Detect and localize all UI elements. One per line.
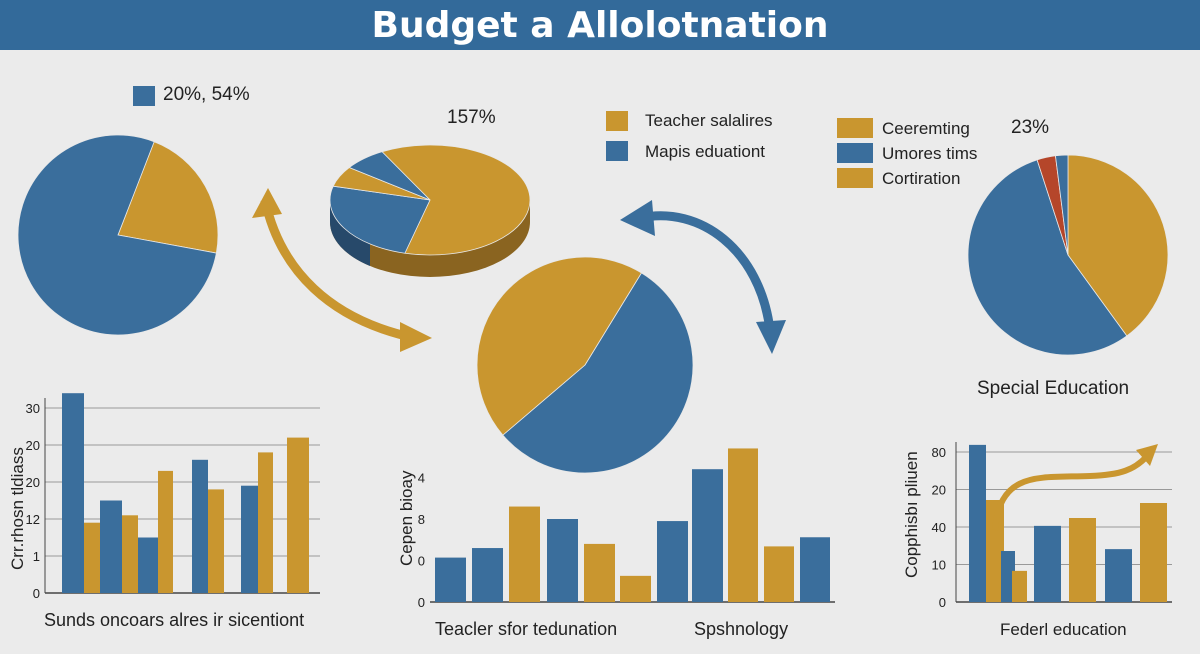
- bar-left-bar: [84, 522, 100, 593]
- bar-left-bar: [62, 393, 84, 593]
- bar-mid-bar: [620, 575, 651, 602]
- curved-arrow: [639, 211, 775, 331]
- pie-3d-mid-slice: [381, 144, 531, 256]
- bar-mid-tick-label: 0: [418, 595, 425, 610]
- legend-swatch: [133, 86, 155, 106]
- bar-left-tick-label: 12: [26, 512, 40, 527]
- bar-mid-bar: [692, 469, 723, 602]
- bar-mid-bar: [728, 448, 758, 602]
- bar-right-bar: [969, 444, 986, 602]
- bar-left-bar: [100, 500, 122, 593]
- bar-mid-bar: [547, 519, 578, 602]
- bar-mid-xlabel: Spshnology: [694, 619, 789, 639]
- pie-right-slice: [967, 159, 1128, 356]
- bar-left-bar: [158, 470, 173, 593]
- bar-left-bar: [241, 485, 258, 593]
- legend-swatch: [606, 141, 628, 161]
- bar-mid-bar: [584, 543, 615, 602]
- bar-right-tick-label: 20: [932, 483, 946, 498]
- bar-right-tick-label: 40: [932, 520, 946, 535]
- pie-3d-mid-slice: [348, 151, 431, 201]
- bar-left-tick-label: 0: [33, 586, 40, 601]
- arrow-head-icon: [400, 322, 432, 352]
- legend-swatch: [606, 111, 628, 131]
- header-banner: Budget a Allolotnation: [0, 0, 1200, 50]
- annotation-top-mid: 157%: [447, 107, 496, 128]
- bar-right-tick-label: 80: [932, 445, 946, 460]
- bar-left-bar: [122, 515, 138, 593]
- pie-right-slice: [1067, 154, 1169, 337]
- bar-left-tick-label: 30: [26, 401, 40, 416]
- legend-label: Cortiration: [882, 169, 961, 188]
- bar-mid-bar: [509, 506, 540, 602]
- bar-right-tick-label: 0: [939, 595, 946, 610]
- bar-mid-tick-label: 8: [418, 512, 425, 527]
- bar-left-xlabel: Sunds oncoars alres ir sicentiont: [44, 610, 305, 630]
- legend-label: Teacher salalires: [645, 111, 773, 130]
- bar-mid-bar: [657, 521, 688, 602]
- bar-left-bar: [192, 459, 208, 593]
- bar-mid-bar: [800, 537, 830, 602]
- bar-mid-bar: [472, 548, 503, 602]
- pie-center-slice: [502, 272, 694, 474]
- bar-left-bar: [208, 489, 224, 593]
- curved-arrow: [260, 199, 416, 343]
- bar-right-bar: [986, 500, 1004, 602]
- bar-right-ylabel: Copphisbı pliuen: [902, 451, 921, 578]
- bar-right-tick-label: 10: [932, 558, 946, 573]
- bar-mid-xlabel: Teacler sfor tedunation: [435, 619, 618, 639]
- bar-left-ylabel: Crr.rhosn tldiass: [8, 447, 27, 570]
- bar-left-bar: [287, 437, 309, 593]
- bar-left-tick-label: 1: [33, 549, 40, 564]
- trend-arrow: [992, 452, 1151, 531]
- pie-center-slice: [476, 256, 643, 436]
- bar-right-bar: [1069, 518, 1096, 602]
- bar-right-bar: [1105, 549, 1132, 602]
- bar-mid-bar: [764, 546, 794, 602]
- bar-right-xlabel: Federl education: [1000, 620, 1127, 639]
- bar-mid-tick-label: 4: [418, 471, 425, 486]
- bar-right-bar: [1001, 551, 1015, 602]
- bar-left-tick-label: 20: [26, 438, 40, 453]
- pie-top-left-slice: [17, 134, 217, 336]
- bar-mid-bar: [435, 557, 466, 602]
- right-pie-title: Special Education: [977, 378, 1130, 399]
- bar-left-bar: [258, 452, 273, 593]
- bar-right-bar: [1140, 503, 1167, 602]
- legend-swatch: [837, 143, 873, 163]
- arrow-head-icon: [1136, 444, 1158, 466]
- arrow-head-icon: [620, 200, 655, 236]
- pie-top-left-slice: [117, 141, 219, 254]
- legend-label: Umores tims: [882, 144, 978, 163]
- legend-swatch: [837, 168, 873, 188]
- bar-left-tick-label: 20: [26, 475, 40, 490]
- arrow-head-icon: [252, 188, 282, 218]
- bar-right-bar: [1012, 570, 1027, 602]
- bar-left-bar: [138, 537, 158, 593]
- legend-swatch: [837, 118, 873, 138]
- page-title: Budget a Allolotnation: [371, 4, 829, 46]
- bar-mid-ylabel: Cepen bioay: [397, 470, 416, 566]
- pie-3d-mid-slice: [329, 185, 431, 254]
- legend-label: Ceeremting: [882, 119, 970, 138]
- annotation-top-right: 23%: [1011, 117, 1050, 138]
- arrow-head-icon: [756, 320, 786, 354]
- legend-label: Mapis eduationt: [645, 142, 766, 161]
- annotation-top-left: 20%, 54%: [163, 84, 250, 105]
- bar-mid-tick-label: 0: [418, 554, 425, 569]
- bar-right-bar: [1034, 525, 1061, 602]
- pie-right-slice: [1055, 154, 1069, 256]
